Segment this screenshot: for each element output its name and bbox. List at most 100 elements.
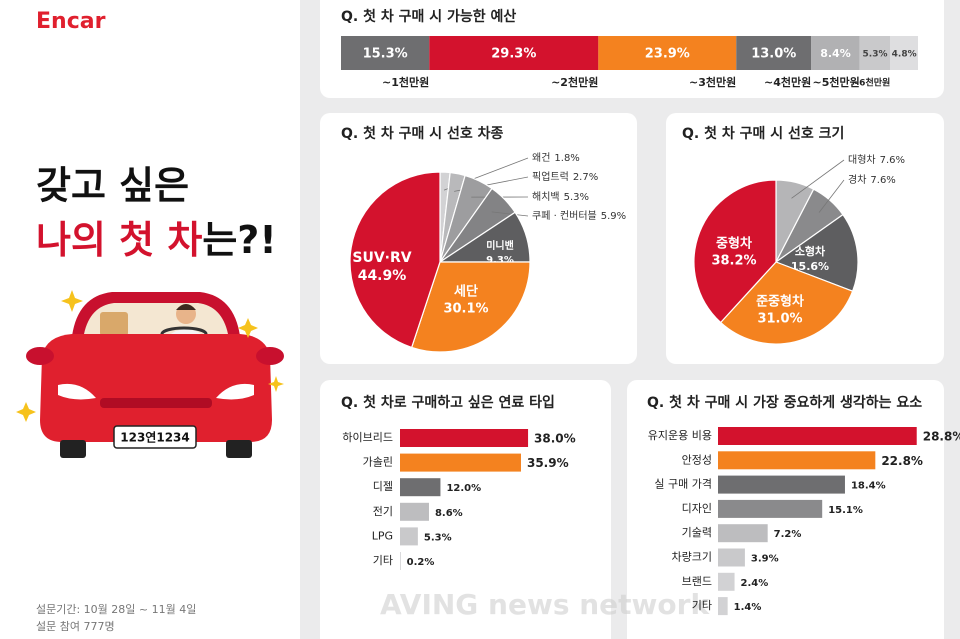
car-mirror: [256, 347, 284, 365]
value-label: 23.9%: [645, 47, 690, 62]
bar: [718, 499, 823, 518]
bar: [400, 429, 529, 447]
value-label: 15.3%: [363, 47, 408, 62]
slice-value: 1.8%: [554, 153, 579, 164]
chart-title: Q. 첫 차 구매 시 선호 차종: [341, 126, 504, 142]
slice-value: 30.1%: [443, 302, 488, 317]
headlight: [58, 383, 96, 400]
chart-title: Q. 첫 차 구매 시 가장 중요하게 생각하는 요소: [647, 394, 922, 411]
value-label: 29.3%: [491, 47, 536, 62]
slice-name: 해치백: [532, 190, 560, 203]
slice-label: 픽업트럭 2.7%: [532, 170, 598, 183]
chart-title: Q. 첫 차 구매 시 가능한 예산: [341, 8, 516, 25]
bar-segment: [736, 36, 812, 70]
category-label: ~5천만원: [812, 75, 859, 89]
value-label: 8.4%: [820, 47, 851, 60]
value-label: 18.4%: [851, 481, 886, 492]
value-label: 5.3%: [863, 50, 888, 60]
bar: [718, 548, 745, 567]
bar-category: 기술력: [682, 526, 712, 539]
slice-label: 준중형차: [756, 294, 804, 310]
slice-label: 중형차: [716, 236, 752, 252]
slice-name: 대형차: [848, 154, 876, 166]
slice-value: 7.6%: [880, 155, 905, 166]
bar: [718, 475, 845, 494]
bar-category: 하이브리드: [342, 430, 393, 444]
bar: [718, 572, 735, 591]
participants: 설문 참여 777명: [36, 620, 115, 633]
sparkle: [61, 290, 83, 312]
bar-category: 안정성: [682, 453, 712, 466]
slice-name: 경차: [848, 173, 866, 186]
bar-category: 기타: [692, 599, 712, 612]
pie-slice: [349, 171, 441, 349]
survey-period: 설문기간: 10월 28일 ~ 11월 4일: [36, 602, 196, 616]
value-label: 3.9%: [751, 554, 779, 565]
slice-value: 5.3%: [564, 192, 589, 203]
bar-category: 유지운용 비용: [648, 429, 712, 442]
slice-label: 미니밴: [486, 239, 514, 252]
headline: 나의 첫 차는?!: [36, 218, 277, 262]
bar: [718, 524, 768, 543]
bar-category: 전기: [373, 505, 393, 518]
bar-segment: [429, 36, 599, 70]
chart-title: Q. 첫 차로 구매하고 싶은 연료 타입: [341, 394, 555, 411]
category-label: ~6천만원: [852, 77, 891, 89]
bar-category: 디자인: [682, 502, 712, 515]
bar-segment: [341, 36, 430, 70]
bar: [400, 527, 418, 546]
category-label: ~2천만원: [551, 75, 598, 89]
slice-value: 44.9%: [358, 268, 407, 284]
slice-label: SUV·RV: [352, 250, 411, 266]
value-label: 5.3%: [424, 532, 452, 543]
bar-segment: [890, 36, 918, 70]
license-plate: [113, 425, 197, 449]
slice-value: 7.6%: [870, 175, 895, 186]
value-label: 0.2%: [407, 557, 435, 568]
bar: [718, 451, 876, 470]
value-label: 15.1%: [828, 505, 863, 516]
category-label: ~3천만원: [689, 75, 736, 89]
card: [320, 380, 611, 639]
slice-label: 소형차: [795, 244, 826, 258]
car-grille: [100, 398, 212, 408]
car-wheel: [226, 440, 252, 458]
headline-rest: 는?!: [202, 218, 276, 262]
slice-value: 5.9%: [601, 211, 626, 222]
slice-name: 픽업트럭: [532, 170, 569, 183]
bar-segment: [598, 36, 737, 70]
bar-segment: [859, 36, 891, 70]
bar-category: LPG: [372, 529, 393, 542]
slice-value: 15.6%: [791, 260, 829, 273]
pie-slice: [719, 261, 854, 345]
headline-accent: 나의 첫 차: [36, 218, 202, 262]
bar: [400, 478, 441, 497]
bar: [718, 427, 917, 445]
pie-slice: [693, 179, 777, 324]
bar: [718, 597, 728, 616]
value-label: 12.0%: [446, 483, 481, 494]
bar-category: 실 구매 가격: [654, 478, 712, 491]
logo: Encar: [36, 9, 106, 34]
headline: 갖고 싶은: [36, 164, 189, 208]
plate-text: 123연1234: [120, 430, 190, 445]
bar: [400, 502, 429, 521]
bar: [400, 453, 521, 472]
slice-value: 31.0%: [757, 312, 802, 327]
pie-slice: [410, 261, 531, 353]
bar: [400, 552, 401, 570]
bar-category: 가솔린: [363, 456, 393, 469]
value-label: 2.4%: [741, 578, 769, 589]
slice-label: 대형차 7.6%: [848, 154, 905, 166]
bar-category: 기타: [373, 554, 393, 567]
slice-value: 9.3%: [486, 255, 514, 266]
car-mirror: [26, 347, 54, 365]
category-label: ~4천만원: [764, 75, 811, 89]
slice-label: 해치백 5.3%: [532, 190, 589, 203]
sparkle: [16, 402, 36, 422]
leader-line: [818, 179, 845, 213]
slice-label: 세단: [454, 284, 478, 300]
value-label: 38.0%: [534, 432, 576, 446]
pie-slice: [774, 213, 859, 293]
